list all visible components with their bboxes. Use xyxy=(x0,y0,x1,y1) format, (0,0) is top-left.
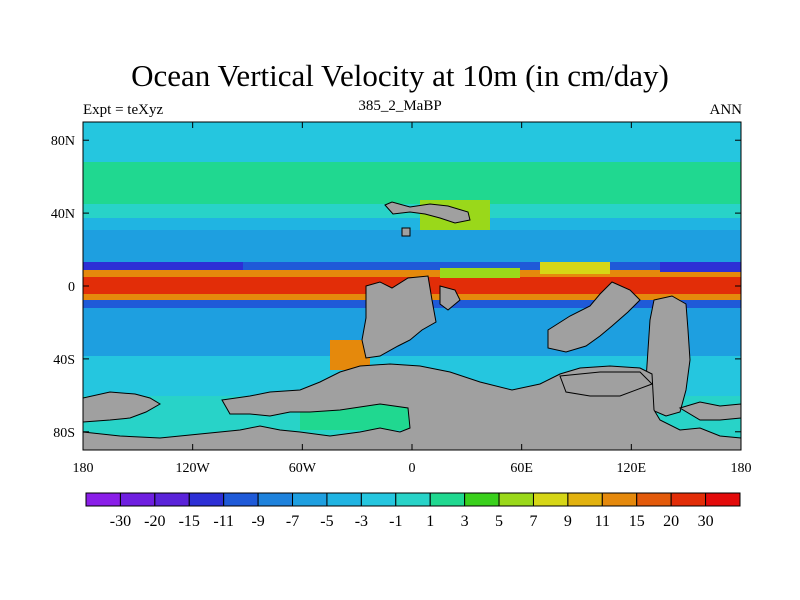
land-south-w xyxy=(83,391,161,423)
colorbar-swatch xyxy=(429,492,466,507)
patch-green-east xyxy=(440,268,520,278)
land-east-a xyxy=(547,281,641,353)
colorbar-swatch xyxy=(567,492,603,507)
colorbar-label: -15 xyxy=(179,513,200,530)
band-upwelling-edge-n xyxy=(83,262,741,272)
y-tick-label: 0 xyxy=(68,280,75,295)
colorbar-label: -1 xyxy=(389,513,402,530)
colorbar-swatch xyxy=(705,492,741,507)
colorbar-swatch xyxy=(498,492,534,507)
colorbar-swatch xyxy=(154,492,190,507)
y-tick-label: 40S xyxy=(53,353,75,368)
colorbar-label: -30 xyxy=(110,513,131,530)
colorbar-swatch xyxy=(636,492,672,507)
y-tick-label: 80S xyxy=(53,426,75,441)
axes: 180 120W 60W 0 60E 120E 180 80N 40N 0 40S 80S xyxy=(51,122,752,476)
band-equator-outer-n xyxy=(83,270,741,278)
colorbar-label: -7 xyxy=(286,513,299,530)
land-south-e xyxy=(559,371,653,397)
land-east-b xyxy=(645,295,691,417)
x-tick-label: 120W xyxy=(176,461,211,476)
colorbar-label: 15 xyxy=(629,513,645,530)
period-label: ANN xyxy=(709,102,743,118)
colorbar-swatch xyxy=(188,492,225,507)
colorbar-swatch xyxy=(532,492,569,507)
y-tick-label: 40N xyxy=(51,207,75,222)
colorbar-swatch xyxy=(360,492,397,507)
colorbar-swatch xyxy=(464,492,500,507)
colorbar-label: -3 xyxy=(355,513,368,530)
band-north-mid xyxy=(83,162,741,204)
land-central xyxy=(361,275,437,359)
colorbar: -30 -20 -15 -11 -9 -7 -5 -3 -1 1 3 5 7 9 11 15 20 30 xyxy=(85,492,741,530)
colorbar-label: 5 xyxy=(495,513,503,530)
patch-blue-east xyxy=(660,262,741,272)
colorbar-swatch xyxy=(395,492,431,507)
colorbar-swatch xyxy=(119,492,156,507)
colorbar-swatch xyxy=(601,492,638,507)
x-tick-label: 0 xyxy=(409,461,416,476)
colorbar-label: 1 xyxy=(426,513,434,530)
band-polar-north xyxy=(83,122,741,162)
colorbar-swatch xyxy=(257,492,294,507)
x-tick-label: 180 xyxy=(731,461,752,476)
land-south-far-e xyxy=(678,401,741,421)
patch-yellow-east xyxy=(540,262,610,274)
land-masses xyxy=(83,201,741,450)
colorbar-label: -9 xyxy=(251,513,264,530)
x-tick-label: 120E xyxy=(617,461,647,476)
colorbar-label: 20 xyxy=(663,513,679,530)
map-field xyxy=(83,122,741,450)
colorbar-label: -5 xyxy=(320,513,333,530)
land-small-a xyxy=(439,285,461,311)
colorbar-label: 11 xyxy=(595,513,610,530)
colorbar-label: -11 xyxy=(213,513,234,530)
colorbar-label: 9 xyxy=(564,513,572,530)
colorbar-swatch xyxy=(292,492,328,507)
band-subtropic-north xyxy=(83,230,741,262)
land-island xyxy=(401,227,411,237)
colorbar-swatch xyxy=(326,492,362,507)
patch-blue-west xyxy=(83,262,243,270)
x-tick-label: 60W xyxy=(289,461,317,476)
x-tick-label: 60E xyxy=(510,461,533,476)
colorbar-label: 3 xyxy=(461,513,469,530)
colorbar-swatch xyxy=(85,492,121,507)
chart-title: Ocean Vertical Velocity at 10m (in cm/da… xyxy=(131,58,669,93)
colorbar-label: -20 xyxy=(144,513,165,530)
colorbar-swatch xyxy=(223,492,259,507)
run-label: 385_2_MaBP xyxy=(358,98,442,114)
colorbar-swatch xyxy=(670,492,707,507)
land-north xyxy=(384,201,471,224)
x-tick-label: 180 xyxy=(73,461,94,476)
experiment-label: Expt = teXyz xyxy=(83,102,164,118)
colorbar-label: 7 xyxy=(529,513,537,530)
y-tick-label: 80N xyxy=(51,134,75,149)
colorbar-label: 30 xyxy=(698,513,714,530)
